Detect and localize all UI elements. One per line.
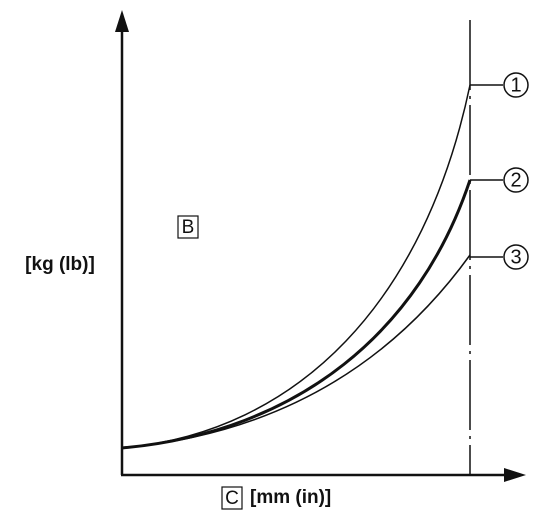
y-arrow [115,10,129,32]
label-box [221,486,243,510]
curve-label: 3 [510,246,521,268]
curve-1 [121,84,471,449]
label-circle [503,167,529,193]
curve-label: 1 [510,74,521,96]
label-circle [503,72,529,98]
label-box [177,215,199,239]
y-axis-unit: [kg (lb)] [25,254,95,275]
y-axis-letter: B [182,217,195,238]
x-arrow [504,468,526,482]
label-circle [503,244,529,270]
curve-label: 2 [510,169,521,191]
curve-3 [121,254,471,449]
x-axis-unit: [mm (in)] [250,487,331,508]
x-axis-letter: C [225,488,239,509]
curve-2 [121,179,472,450]
